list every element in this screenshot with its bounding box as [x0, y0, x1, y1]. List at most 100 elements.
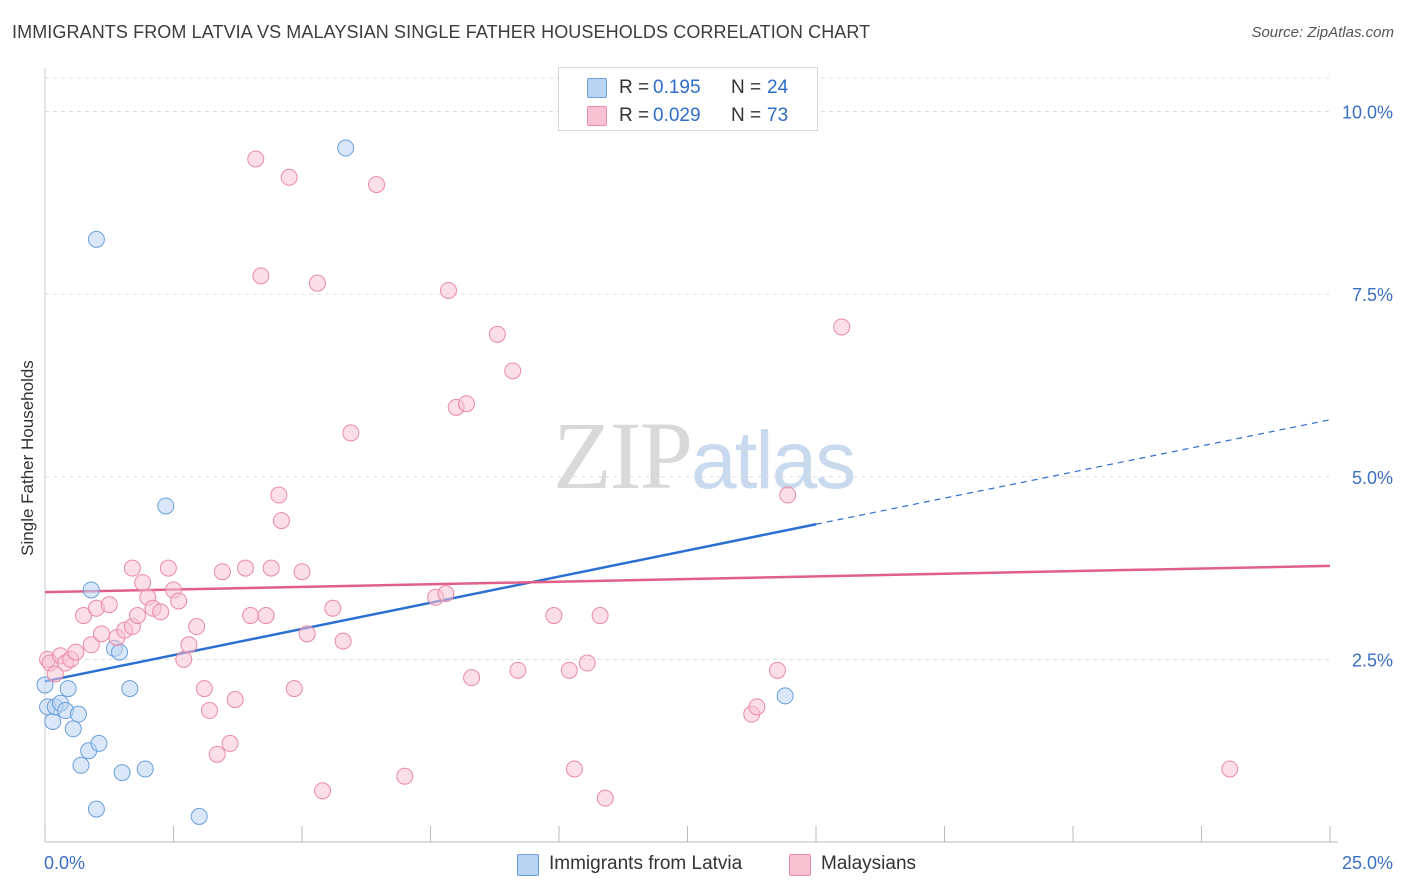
- malaysians-point: [560, 661, 578, 679]
- malaysians-point: [252, 267, 270, 285]
- malaysians-point: [298, 625, 316, 643]
- malaysians-point: [208, 745, 226, 763]
- latvia-point: [44, 712, 62, 730]
- r-label: R =: [619, 77, 650, 98]
- n-value: 73: [767, 105, 789, 126]
- malaysians-point: [314, 782, 332, 800]
- malaysians-point: [247, 150, 265, 168]
- malaysians-point: [545, 607, 563, 625]
- malaysians-trend-line: [44, 564, 1331, 594]
- malaysians-point: [748, 698, 766, 716]
- malaysians-point: [578, 654, 596, 672]
- malaysians-point: [396, 767, 414, 785]
- latvia-point: [87, 800, 105, 818]
- malaysians-point: [257, 607, 275, 625]
- y-tick-label: 7.5%: [1352, 285, 1393, 305]
- trend-lines: [44, 419, 1331, 683]
- malaysians-point: [833, 318, 851, 336]
- malaysians-point: [437, 585, 455, 603]
- malaysians-point: [565, 760, 583, 778]
- malaysians-point: [591, 607, 609, 625]
- n-label: N =: [731, 105, 762, 126]
- malaysians-point: [779, 486, 797, 504]
- axes: [44, 68, 1338, 843]
- latvia-point: [90, 734, 108, 752]
- latvia-point: [337, 139, 355, 157]
- r-label: R =: [619, 105, 650, 126]
- malaysians-point: [236, 559, 254, 577]
- legend-row-malaysians: R = 0.029 N = 73: [559, 102, 817, 130]
- malaysians-point: [134, 574, 152, 592]
- malaysians-swatch: [587, 106, 607, 126]
- malaysians-point: [509, 661, 527, 679]
- latvia-point: [69, 705, 87, 723]
- correlation-legend: R = 0.195 N = 24 R = 0.029 N = 73: [558, 67, 818, 131]
- malaysians-point: [129, 607, 147, 625]
- latvia-swatch: [517, 854, 539, 876]
- n-label: N =: [731, 77, 762, 98]
- malaysians-point: [272, 512, 290, 530]
- malaysians-point: [342, 424, 360, 442]
- legend-label: Malaysians: [821, 853, 917, 874]
- chart-title: IMMIGRANTS FROM LATVIA VS MALAYSIAN SING…: [12, 22, 871, 42]
- malaysians-point: [152, 603, 170, 621]
- latvia-trend-extension: [815, 419, 1331, 525]
- watermark-atlas: atlas: [691, 415, 856, 506]
- tick-labels: 2.5% 5.0% 7.5% 10.0% 0.0% 25.0%: [44, 103, 1393, 873]
- malaysians-point: [463, 669, 481, 687]
- malaysians-point: [504, 362, 522, 380]
- legend-label: Immigrants from Latvia: [549, 853, 743, 874]
- latvia-point: [111, 643, 129, 661]
- malaysians-point: [334, 632, 352, 650]
- latvia-point: [64, 720, 82, 738]
- malaysians-point: [262, 559, 280, 577]
- malaysians-point: [1221, 760, 1239, 778]
- malaysians-point: [242, 607, 260, 625]
- malaysians-point: [285, 680, 303, 698]
- malaysians-point: [368, 176, 386, 194]
- latvia-point: [113, 764, 131, 782]
- latvia-point: [776, 687, 794, 705]
- y-tick-label: 5.0%: [1352, 468, 1393, 488]
- r-value: 0.195: [653, 77, 701, 98]
- malaysians-point: [123, 559, 141, 577]
- grid-lines: [45, 77, 1330, 660]
- latvia-point: [157, 497, 175, 515]
- watermark-zip: ZIP: [553, 402, 693, 509]
- malaysians-point: [439, 281, 457, 299]
- malaysians-point: [200, 702, 218, 720]
- latvia-swatch: [587, 78, 607, 98]
- malaysians-point: [67, 643, 85, 661]
- y-tick-label: 10.0%: [1342, 103, 1393, 123]
- malaysians-point: [213, 563, 231, 581]
- r-value: 0.029: [653, 105, 701, 126]
- latvia-point: [82, 581, 100, 599]
- malaysians-point: [324, 599, 342, 617]
- n-value: 24: [767, 77, 789, 98]
- watermark: ZIPatlas: [553, 400, 856, 511]
- malaysians-point: [226, 691, 244, 709]
- malaysians-point: [768, 661, 786, 679]
- latvia-point: [87, 230, 105, 248]
- latvia-point: [136, 760, 154, 778]
- malaysians-point: [195, 680, 213, 698]
- malaysians-point: [100, 596, 118, 614]
- malaysians-point: [180, 636, 198, 654]
- latvia-point: [121, 680, 139, 698]
- legend-row-latvia: R = 0.195 N = 24: [559, 74, 817, 102]
- malaysians-point: [159, 559, 177, 577]
- series-legend: Immigrants from Latvia Malaysians: [0, 852, 1406, 878]
- malaysians-point: [308, 274, 326, 292]
- x-tick-label: 25.0%: [1342, 853, 1393, 873]
- malaysians-swatch: [789, 854, 811, 876]
- y-tick-label: 2.5%: [1352, 650, 1393, 670]
- malaysians-point: [175, 650, 193, 668]
- malaysians-point: [270, 486, 288, 504]
- malaysians-point: [170, 592, 188, 610]
- malaysians-point: [596, 789, 614, 807]
- malaysians-point: [93, 625, 111, 643]
- malaysians-point: [188, 618, 206, 636]
- latvia-point: [36, 676, 54, 694]
- malaysians-point: [82, 636, 100, 654]
